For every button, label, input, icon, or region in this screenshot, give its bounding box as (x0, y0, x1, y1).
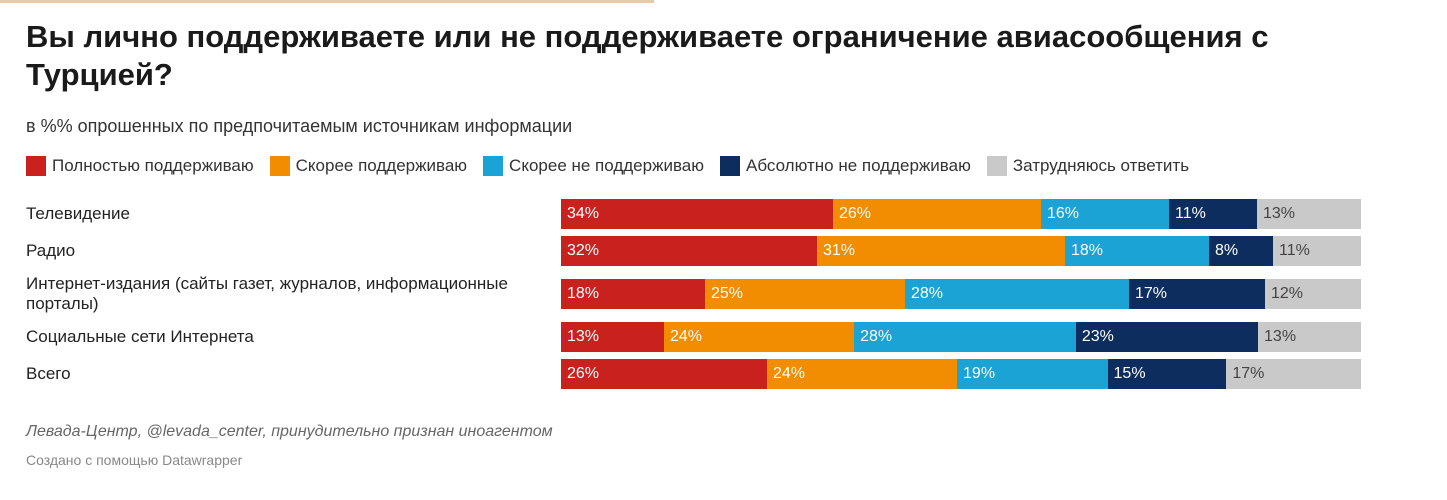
bar-segment: 15% (1107, 359, 1227, 389)
legend-item-rather-not-support: Скорее не поддерживаю (483, 156, 704, 176)
bar-row: 34% 26% 16% 11% 13% (561, 199, 1361, 229)
stacked-bar-chart: 34% 26% 16% 11% 13% 32% 31% 18% 8% 11% 18% 25% 28% 17… (561, 0, 1361, 400)
bar-segment: 24% (766, 359, 958, 389)
bar-row: 26% 24% 19% 15% 17% (561, 359, 1361, 389)
legend-label: Затрудняюсь ответить (1012, 156, 1190, 175)
bar-segment: 19% (957, 359, 1108, 389)
bar-segment: 13% (561, 322, 664, 352)
data-label: 17% (1232, 365, 1265, 382)
data-label: 26% (567, 365, 600, 382)
data-label: 34% (567, 205, 600, 222)
legend-swatch (720, 156, 741, 176)
bar-segment: 13% (1258, 322, 1361, 352)
source-note: Левада-Центр, @levada_center, принудител… (26, 423, 553, 440)
bar-segment: 18% (561, 279, 705, 309)
data-label: 18% (567, 285, 600, 302)
bar-segment: 34% (561, 199, 833, 229)
data-label: 8% (1215, 242, 1239, 259)
data-label: 12% (1271, 285, 1304, 302)
legend-label: Скорее поддерживаю (295, 156, 468, 175)
bar-segment: 12% (1265, 279, 1361, 309)
bar-segment: 25% (705, 279, 905, 309)
top-accent-bar (0, 0, 654, 3)
data-label: 13% (1264, 328, 1297, 345)
bar-segment: 28% (905, 279, 1129, 309)
data-label: 25% (711, 285, 744, 302)
bar-segment: 24% (663, 322, 855, 352)
legend-swatch (269, 156, 290, 176)
bar-segment: 28% (854, 322, 1076, 352)
data-label: 24% (669, 328, 702, 345)
data-label: 28% (911, 285, 944, 302)
bar-segment: 17% (1129, 279, 1265, 309)
data-label: 28% (860, 328, 893, 345)
legend-label: Скорее не поддерживаю (509, 156, 705, 175)
data-label: 11% (1279, 242, 1310, 259)
data-label: 18% (1071, 242, 1104, 259)
bar-segment: 8% (1209, 236, 1273, 266)
bar-segment: 26% (833, 199, 1041, 229)
data-label: 16% (1047, 205, 1080, 222)
legend-label: Абсолютно не поддерживаю (746, 156, 971, 175)
data-label: 19% (963, 365, 996, 382)
data-label: 23% (1081, 328, 1114, 345)
category-label-internet-media: Интернет-издания (сайты газет, журналов,… (26, 274, 508, 313)
data-label: 13% (1263, 205, 1296, 222)
category-label-social-networks: Социальные сети Интернета (26, 327, 254, 346)
bar-segment: 23% (1075, 322, 1259, 352)
bar-segment: 31% (817, 236, 1065, 266)
bar-segment: 13% (1257, 199, 1361, 229)
data-label: 26% (839, 205, 872, 222)
legend-label: Полностью поддерживаю (52, 156, 254, 175)
category-label-radio: Радио (26, 241, 76, 260)
category-label-tv: Телевидение (26, 204, 130, 223)
bar-segment: 11% (1169, 199, 1257, 229)
bar-segment: 26% (561, 359, 767, 389)
bar-row: 13% 24% 28% 23% 13% (561, 322, 1361, 352)
bar-row: 18% 25% 28% 17% 12% (561, 279, 1361, 309)
chart-subtitle: в %% опрошенных по предпочитаемым источн… (26, 116, 573, 136)
legend-item-absolutely-not-support: Абсолютно не поддерживаю (720, 156, 971, 176)
data-label: 13% (567, 328, 600, 345)
data-label: 32% (567, 242, 600, 259)
legend-swatch (986, 156, 1007, 176)
legend-item-rather-support: Скорее поддерживаю (269, 156, 468, 176)
chart-title: Вы лично поддерживаете или не поддержива… (26, 19, 1269, 92)
bar-segment: 18% (1065, 236, 1209, 266)
bar-row: 32% 31% 18% 8% 11% (561, 236, 1361, 266)
category-label-total: Всего (26, 364, 71, 383)
legend-item-hard-to-say: Затрудняюсь ответить (986, 156, 1190, 176)
legend-swatch (483, 156, 504, 176)
data-label: 15% (1113, 365, 1146, 382)
datawrapper-credit: Создано с помощью Datawrapper (26, 452, 243, 468)
bar-segment: 16% (1041, 199, 1169, 229)
data-label: 11% (1175, 205, 1206, 222)
legend-swatch (26, 156, 46, 176)
bar-segment: 17% (1226, 359, 1361, 389)
data-label: 24% (772, 365, 805, 382)
data-label: 17% (1135, 285, 1168, 302)
data-label: 31% (823, 242, 856, 259)
bar-segment: 11% (1273, 236, 1361, 266)
bar-segment: 32% (561, 236, 817, 266)
chart-legend: Полностью поддерживаю Скорее поддерживаю… (26, 156, 1205, 176)
legend-item-full-support: Полностью поддерживаю (26, 156, 254, 176)
